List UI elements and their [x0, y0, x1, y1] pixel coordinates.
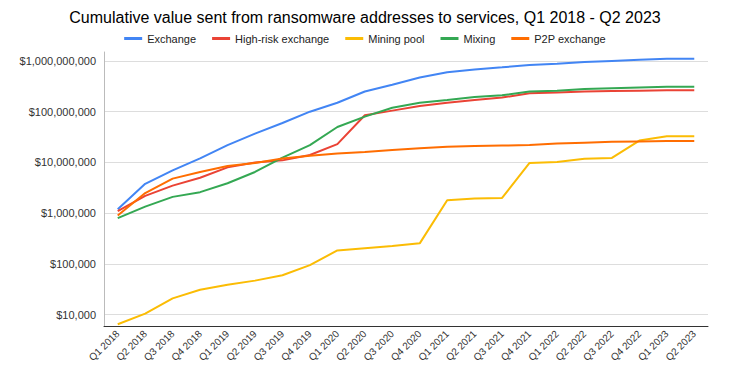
svg-text:$10,000: $10,000 — [56, 309, 96, 321]
svg-text:Q3 2021: Q3 2021 — [471, 328, 506, 363]
svg-text:Mining pool: Mining pool — [368, 33, 424, 45]
svg-text:Q3 2019: Q3 2019 — [251, 328, 287, 363]
svg-text:Q4 2019: Q4 2019 — [278, 328, 314, 363]
svg-text:Q3 2022: Q3 2022 — [580, 328, 616, 363]
svg-text:$100,000: $100,000 — [50, 258, 96, 270]
svg-text:Q2 2023: Q2 2023 — [663, 328, 698, 363]
svg-text:$1,000,000: $1,000,000 — [41, 207, 96, 219]
svg-text:Q2 2020: Q2 2020 — [333, 328, 369, 363]
svg-text:Q3 2020: Q3 2020 — [361, 328, 397, 363]
svg-text:Q1 2023: Q1 2023 — [635, 328, 671, 363]
svg-text:Q1 2022: Q1 2022 — [526, 328, 561, 363]
svg-text:Mixing: Mixing — [463, 33, 495, 45]
svg-text:Cumulative value sent from ran: Cumulative value sent from ransomware ad… — [69, 9, 660, 26]
svg-text:$10,000,000: $10,000,000 — [35, 156, 96, 168]
svg-text:Q1 2021: Q1 2021 — [416, 328, 452, 363]
svg-text:High-risk exchange: High-risk exchange — [235, 33, 329, 45]
svg-text:Q4 2021: Q4 2021 — [498, 328, 534, 363]
svg-text:Q1 2018: Q1 2018 — [86, 328, 122, 363]
svg-text:$1,000,000,000: $1,000,000,000 — [20, 55, 96, 67]
svg-text:Q2 2018: Q2 2018 — [114, 328, 150, 363]
svg-text:Q4 2018: Q4 2018 — [169, 328, 204, 363]
svg-text:Q3 2018: Q3 2018 — [141, 328, 177, 363]
svg-text:Q2 2019: Q2 2019 — [224, 328, 259, 363]
svg-text:Q1 2019: Q1 2019 — [196, 328, 232, 363]
svg-text:Exchange: Exchange — [147, 33, 196, 45]
svg-text:P2P exchange: P2P exchange — [534, 33, 605, 45]
svg-text:Q4 2020: Q4 2020 — [388, 328, 424, 363]
svg-text:Q4 2022: Q4 2022 — [608, 328, 644, 363]
svg-text:$100,000,000: $100,000,000 — [29, 106, 96, 118]
svg-text:Q2 2021: Q2 2021 — [443, 328, 479, 363]
svg-text:Q1 2020: Q1 2020 — [306, 328, 342, 363]
svg-text:Q2 2022: Q2 2022 — [553, 328, 589, 363]
